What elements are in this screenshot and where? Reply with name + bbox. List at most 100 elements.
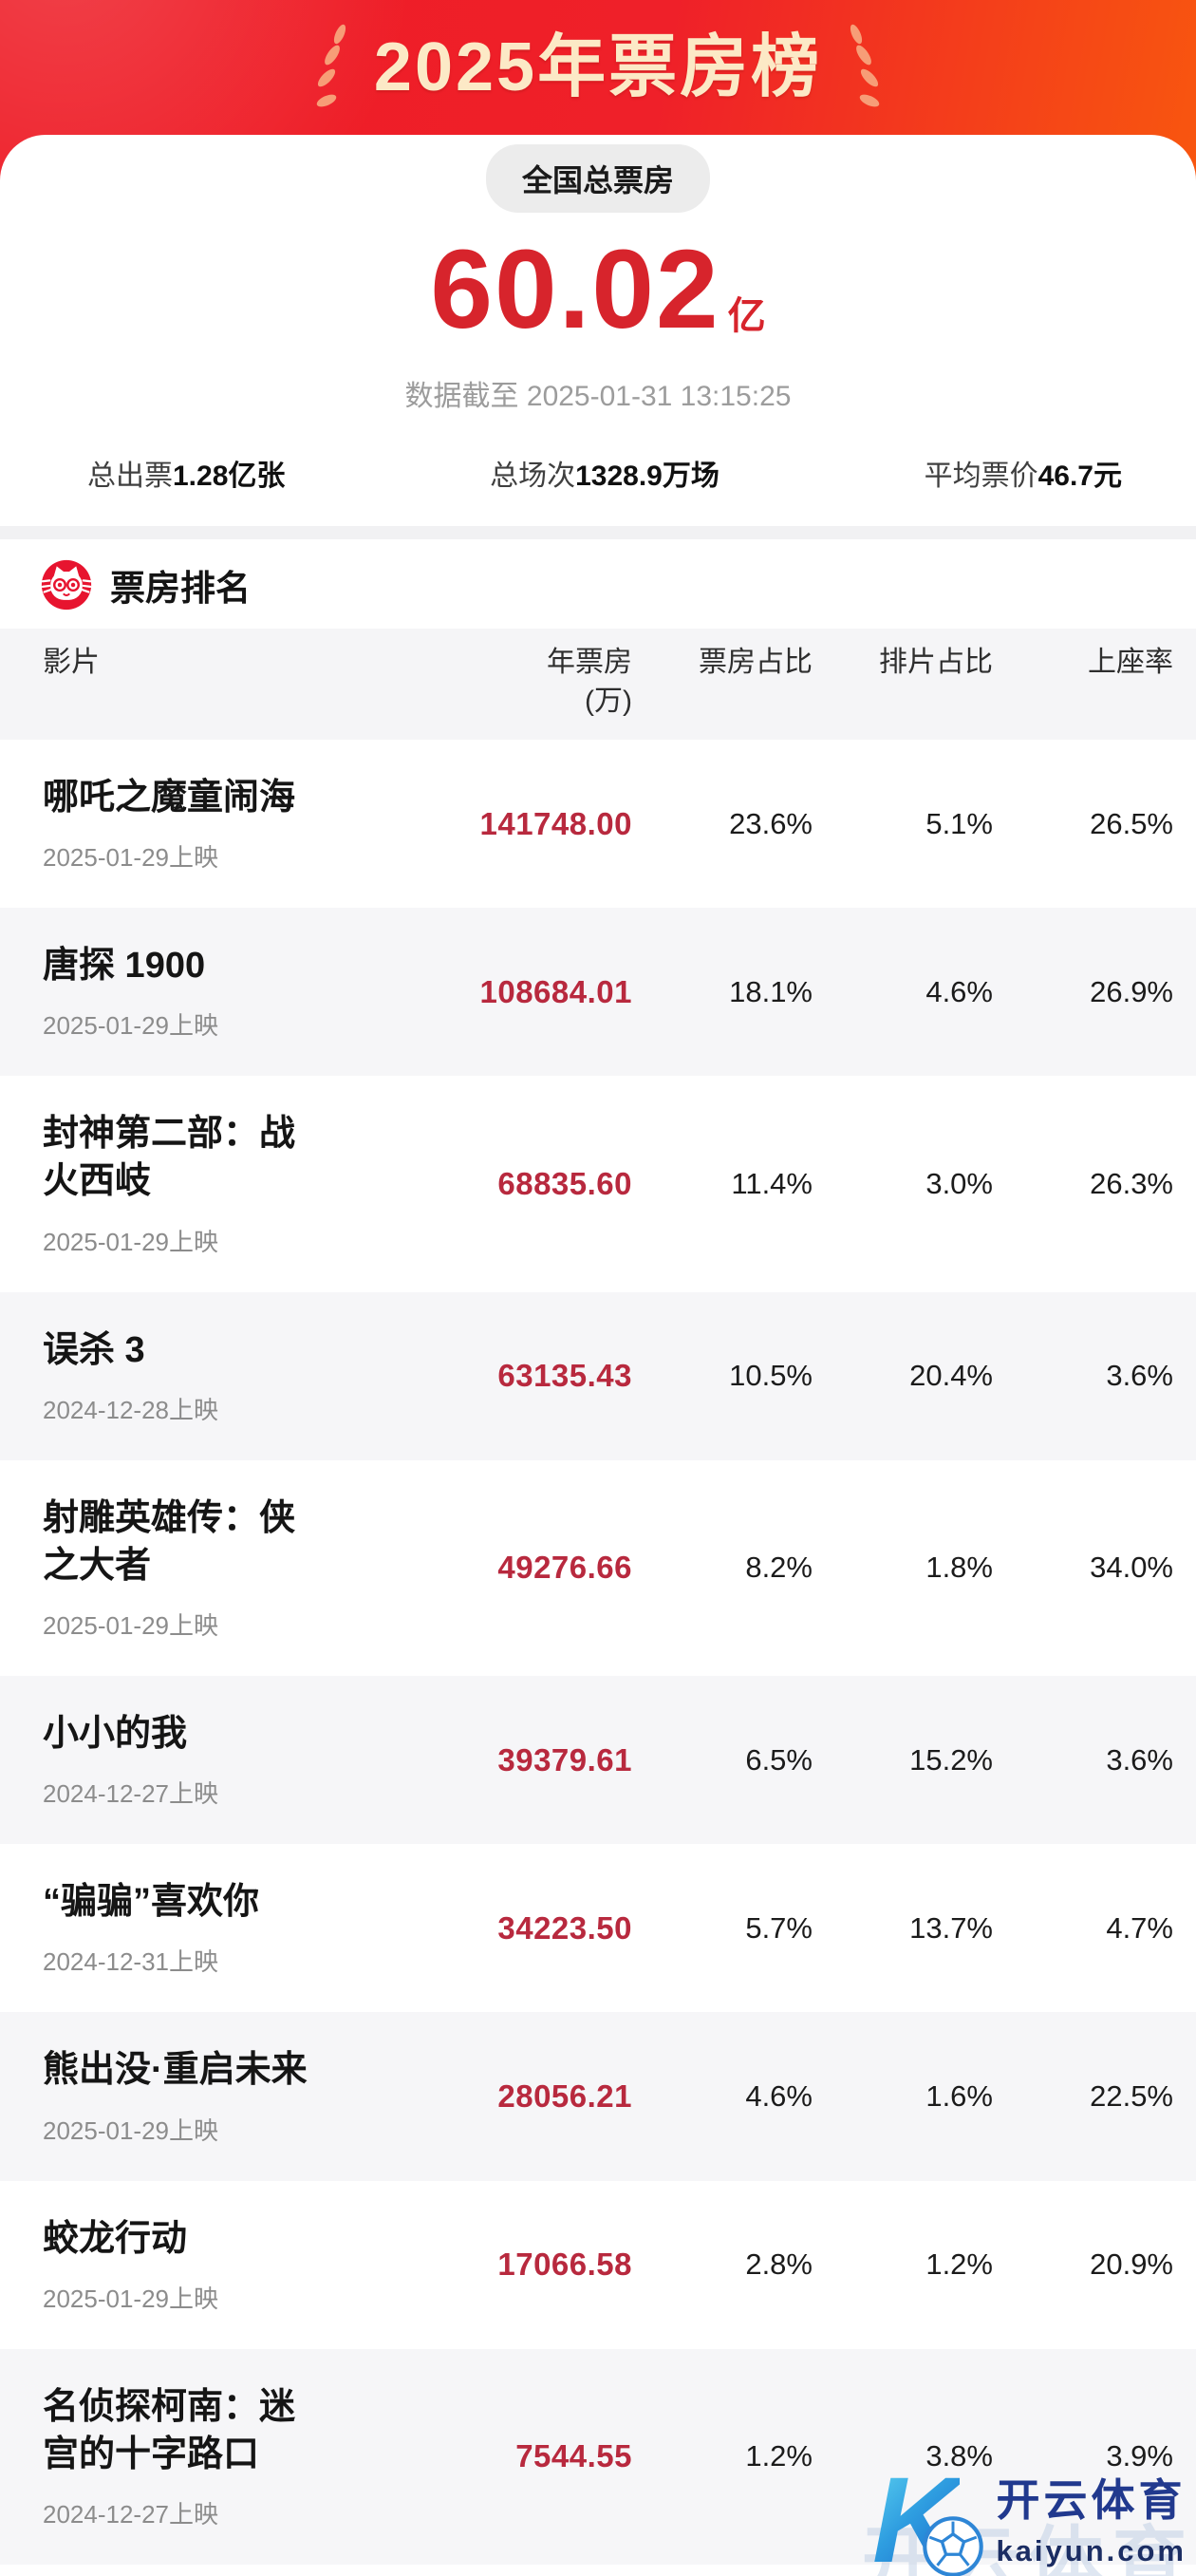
box-office-share: 11.4%	[731, 1166, 813, 1200]
table-row[interactable]: 封神第二部：战火西岐 2025-01-29上映 68835.60 11.4% 3…	[0, 1076, 1196, 1291]
box-office-value: 68835.60	[497, 1165, 632, 1201]
attendance-rate: 20.9%	[1090, 2247, 1173, 2282]
movie-release-date: 2024-12-31上映	[43, 1947, 218, 1977]
movie-cell: 射雕英雄传：侠之大者 2025-01-29上映	[43, 1495, 327, 1642]
movie-release-date: 2025-01-29上映	[43, 843, 218, 873]
attendance-rate: 3.6%	[1106, 1742, 1173, 1777]
box-office-share: 1.2%	[745, 2439, 813, 2473]
attendance-rate: 26.9%	[1090, 974, 1173, 1008]
ranking-rows: 哪吒之魔童闹海 2025-01-29上映 141748.00 23.6% 5.1…	[0, 740, 1196, 2566]
box-office-value: 141748.00	[479, 805, 632, 841]
national-total-badge: 全国总票房	[485, 144, 710, 213]
movie-cell: 唐探 1900 2025-01-29上映	[43, 942, 327, 1042]
attendance-rate: 34.0%	[1090, 1551, 1173, 1585]
screening-share: 5.1%	[925, 806, 993, 840]
table-row[interactable]: 哪吒之魔童闹海 2025-01-29上映 141748.00 23.6% 5.1…	[0, 740, 1196, 908]
box-office-share: 10.5%	[729, 1359, 813, 1393]
movie-title: “骗骗”喜欢你	[43, 1882, 260, 1923]
box-office-share: 23.6%	[729, 806, 813, 840]
stat-total-tickets: 总出票1.28亿张	[87, 461, 286, 492]
table-row[interactable]: 误杀 3 2024-12-28上映 63135.43 10.5% 20.4% 3…	[0, 1291, 1196, 1460]
movie-cell: 封神第二部：战火西岐 2025-01-29上映	[43, 1110, 327, 1257]
watermark-domain: kaiyun.com	[996, 2534, 1187, 2567]
column-header-attendance: 上座率	[1088, 647, 1173, 678]
ranking-section-title: 票房排名	[110, 569, 251, 608]
page-title: 2025年票房榜	[373, 29, 823, 106]
movie-title: 唐探 1900	[43, 946, 206, 987]
column-header-screening: 排片占比	[879, 647, 993, 678]
movie-cell: 蛟龙行动 2025-01-29上映	[43, 2215, 327, 2315]
screening-share: 13.7%	[909, 1910, 993, 1945]
movie-release-date: 2025-01-29上映	[43, 1011, 218, 1041]
box-office-value: 39379.61	[497, 1741, 632, 1777]
movie-release-date: 2024-12-27上映	[43, 2500, 218, 2529]
stat-total-screenings: 总场次1328.9万场	[490, 461, 719, 492]
box-office-share: 5.7%	[745, 1910, 813, 1945]
column-header-box-office: 年票房 (万)	[547, 647, 632, 717]
attendance-rate: 3.9%	[1106, 2439, 1173, 2473]
section-divider	[0, 526, 1196, 539]
watermark-faint-text: 开云体育	[861, 2519, 1196, 2576]
box-office-value: 34223.50	[497, 1909, 632, 1946]
ranking-section-header: 票房排名	[0, 539, 1196, 629]
total-box-office-value: 60.02	[430, 227, 720, 352]
table-row[interactable]: 小小的我 2024-12-27上映 39379.61 6.5% 15.2% 3.…	[0, 1676, 1196, 1845]
movie-cell: 熊出没·重启未来 2025-01-29上映	[43, 2046, 327, 2146]
box-office-value: 28056.21	[497, 2078, 632, 2114]
movie-title: 误杀 3	[43, 1329, 145, 1370]
screening-share: 15.2%	[909, 1742, 993, 1777]
movie-cell: “骗骗”喜欢你 2024-12-31上映	[43, 1878, 327, 1978]
movie-title: 熊出没·重启未来	[43, 2050, 308, 2091]
box-office-share: 6.5%	[745, 1742, 813, 1777]
table-row[interactable]: 蛟龙行动 2025-01-29上映 17066.58 2.8% 1.2% 20.…	[0, 2181, 1196, 2349]
movie-title: 名侦探柯南：迷宫的十字路口	[43, 2386, 296, 2474]
box-office-value: 108684.01	[479, 973, 632, 1009]
movie-cell: 小小的我 2024-12-27上映	[43, 1710, 327, 1810]
banner: 2025年票房榜	[0, 0, 1196, 182]
box-office-share: 2.8%	[745, 2247, 813, 2282]
movie-release-date: 2025-01-29上映	[43, 1611, 218, 1641]
box-office-value: 7544.55	[515, 2438, 632, 2474]
screening-share: 3.8%	[925, 2439, 993, 2473]
movie-title: 小小的我	[43, 1714, 188, 1755]
movie-release-date: 2024-12-28上映	[43, 1395, 218, 1424]
table-row[interactable]: 熊出没·重启未来 2025-01-29上映 28056.21 4.6% 1.6%…	[0, 2012, 1196, 2181]
screening-share: 20.4%	[909, 1359, 993, 1393]
movie-title: 蛟龙行动	[43, 2218, 188, 2259]
box-office-share: 18.1%	[729, 974, 813, 1008]
laurel-right-icon	[850, 24, 880, 107]
laurel-left-icon	[316, 24, 346, 107]
column-header-share: 票房占比	[699, 647, 813, 678]
attendance-rate: 4.7%	[1106, 1910, 1173, 1945]
soccer-ball-icon	[923, 2516, 984, 2576]
stat-average-price: 平均票价46.7元	[924, 461, 1122, 492]
kaiyun-watermark[interactable]: K 开云体育 kaiyun.com	[872, 2460, 1187, 2576]
screening-share: 4.6%	[925, 974, 993, 1008]
table-row[interactable]: 射雕英雄传：侠之大者 2025-01-29上映 49276.66 8.2% 1.…	[0, 1460, 1196, 1676]
movie-cell: 哪吒之魔童闹海 2025-01-29上映	[43, 774, 327, 874]
table-row[interactable]: 名侦探柯南：迷宫的十字路口 2024-12-27上映 7544.55 1.2% …	[0, 2348, 1196, 2566]
box-office-value: 49276.66	[497, 1550, 632, 1586]
box-office-share: 8.2%	[745, 1551, 813, 1585]
attendance-rate: 3.6%	[1106, 1359, 1173, 1393]
movie-release-date: 2025-01-29上映	[43, 1227, 218, 1256]
total-box-office-unit: 亿	[727, 295, 766, 337]
movie-title: 哪吒之魔童闹海	[43, 778, 296, 818]
table-header: 影片 年票房 (万) 票房占比 排片占比 上座率	[0, 629, 1196, 740]
summary-card: 全国总票房 60.02 亿 数据截至 2025-01-31 13:15:25 总…	[0, 135, 1196, 526]
box-office-share: 4.6%	[745, 2078, 813, 2113]
movie-cell: 误杀 3 2024-12-28上映	[43, 1326, 327, 1426]
data-cutoff-timestamp: 数据截至 2025-01-31 13:15:25	[404, 381, 792, 412]
movie-release-date: 2025-01-29上映	[43, 2284, 218, 2313]
attendance-rate: 22.5%	[1090, 2078, 1173, 2113]
movie-release-date: 2024-12-27上映	[43, 1779, 218, 1809]
box-office-value: 17066.58	[497, 2247, 632, 2283]
maoyan-cat-icon	[41, 559, 92, 611]
table-row[interactable]: “骗骗”喜欢你 2024-12-31上映 34223.50 5.7% 13.7%…	[0, 1844, 1196, 2012]
screening-share: 1.8%	[925, 1551, 993, 1585]
table-row[interactable]: 唐探 1900 2025-01-29上映 108684.01 18.1% 4.6…	[0, 908, 1196, 1077]
screening-share: 1.6%	[925, 2078, 993, 2113]
attendance-rate: 26.5%	[1090, 806, 1173, 840]
box-office-value: 63135.43	[497, 1358, 632, 1394]
